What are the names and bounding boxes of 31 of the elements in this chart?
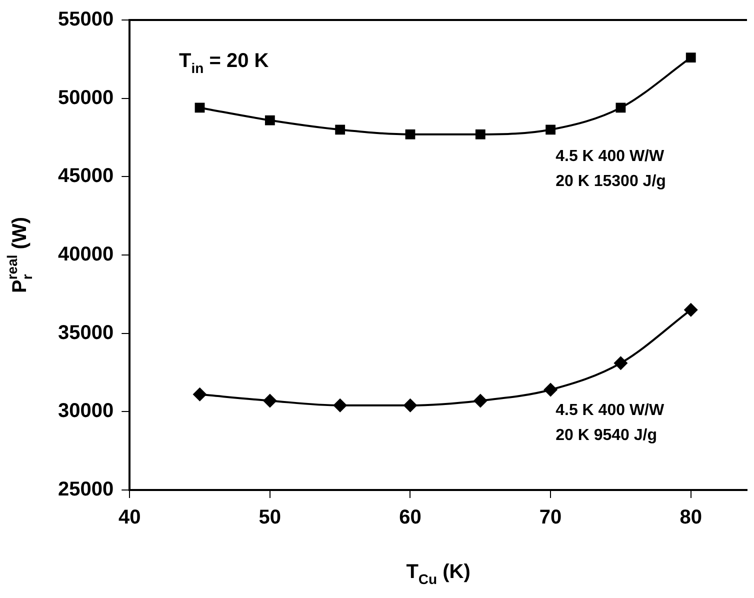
y-tick-label: 55000 [58,8,114,31]
y-tick-label: 25000 [58,478,114,501]
point [473,394,488,408]
x-tick-label: 50 [258,506,282,529]
y-tick-label: 40000 [58,244,114,266]
x-tick-label: 70 [539,506,562,529]
y-tick-label: 50000 [58,86,114,109]
y-tick-label: 45000 [58,165,114,188]
point [262,394,277,408]
point [403,398,418,412]
y-tick-label: 30000 [58,400,114,422]
point [544,382,558,397]
point [335,124,346,135]
point [475,129,486,140]
point [264,115,275,126]
point [546,124,556,135]
y-tick-label: 35000 [58,322,114,344]
annotation: 4.5 K 400 W/W 20 K 9540 J/g [556,402,665,444]
x-tick-label: 40 [118,506,141,529]
y-axis-title: Prreal (W) [4,216,35,293]
point [614,356,628,370]
point [684,302,698,317]
point [192,387,207,402]
point [686,52,696,63]
point [194,102,205,113]
point [333,398,348,412]
point [405,129,416,140]
x-tick-label: 80 [680,506,702,529]
annotation: 4.5 K 400 W/W 20 K 15300 J/g [556,148,666,190]
point [616,102,626,113]
x-tick-label: 60 [399,506,422,529]
